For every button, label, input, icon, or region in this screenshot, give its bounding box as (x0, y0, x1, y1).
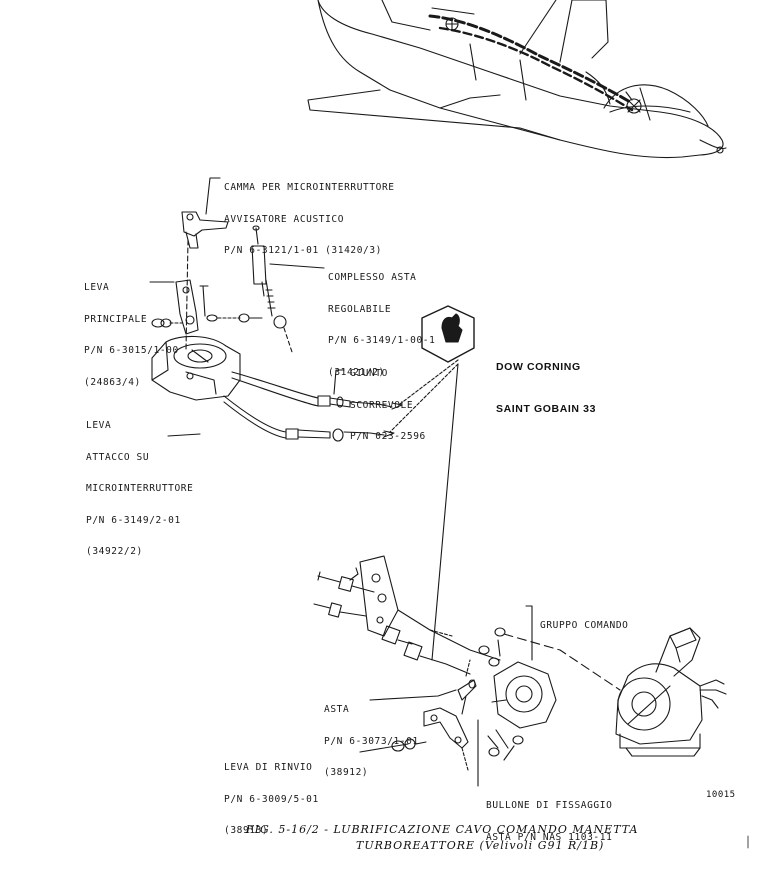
figure-caption-line1: FIG. 5-16/2 - LUBRIFICAZIONE CAVO COMAND… (246, 823, 639, 836)
label-line: BULLONE DI FISSAGGIO (486, 800, 613, 811)
label-complesso-asta: COMPLESSO ASTA REGOLABILE P/N 6-3149/1-0… (328, 252, 435, 389)
label-leva-attacco: LEVA ATTACCO SU MICROINTERRUTTORE P/N 6-… (86, 400, 193, 568)
label-line: (24863/4) (84, 376, 141, 388)
label-line: CAMMA PER MICROINTERRUTTORE (224, 182, 395, 193)
label-line: PRINCIPALE (84, 313, 148, 325)
label-line: (34922/2) (86, 546, 143, 557)
lubricant-hexagon (421, 305, 475, 661)
label-line: ATTACCO SU (86, 451, 150, 463)
label-leva-rinvio: LEVA DI RINVIO P/N 6-3009/5-01 (38913) (224, 742, 319, 847)
label-lubricant: DOW CORNING SAINT GOBAIN 33 (496, 332, 596, 430)
label-line: GIUNTO (350, 368, 388, 379)
lubricant-line: SAINT GOBAIN 33 (496, 403, 597, 415)
label-line: (31421/2) (328, 366, 385, 378)
label-line: LEVA (84, 282, 110, 293)
label-line: COMPLESSO ASTA (328, 272, 417, 283)
upper-linkage-assembly (149, 177, 459, 442)
aircraft-illustration (307, 0, 727, 159)
lower-linkage-assembly (313, 555, 727, 787)
label-line: LEVA (86, 420, 112, 431)
label-giunto-scorrevole: GIUNTO SCORREVOLE P/N 023-2596 (350, 348, 426, 453)
label-leva-principale: LEVA PRINCIPALE P/N 6-3015/1-00 (24863/4… (84, 262, 179, 399)
label-line: P/N 023-2596 (350, 431, 426, 442)
label-line: P/N 6-3149/1-00-1 (328, 335, 436, 346)
figure-caption-line2: TURBOREATTORE (Velivoli G91 R/1B) (356, 839, 605, 852)
label-line: (38913) (224, 825, 269, 836)
label-line: ASTA P/N NAS 1103-11 (486, 831, 613, 843)
label-gruppo-comando: GRUPPO COMANDO (540, 600, 628, 642)
label-bullone-fissaggio: BULLONE DI FISSAGGIO ASTA P/N NAS 1103-1… (486, 780, 612, 854)
label-line: LEVA DI RINVIO (224, 762, 313, 773)
label-line: P/N 6-3015/1-00 (84, 345, 179, 356)
label-line: GRUPPO COMANDO (540, 620, 629, 631)
label-line: P/N 6-3121/1-01 (31420/3) (224, 245, 382, 256)
label-camma-microinterruttore: CAMMA PER MICROINTERRUTTORE AVVISATORE A… (224, 162, 395, 267)
label-line: REGOLABILE (328, 303, 392, 315)
label-line: P/N 6-3073/1-01 (324, 735, 419, 747)
label-line: (38912) (324, 767, 369, 778)
label-line: P/N 6-3009/5-01 (224, 793, 319, 805)
label-line: SCORREVOLE (350, 399, 414, 411)
reference-number: 10015 (706, 790, 736, 800)
lubricant-line: DOW CORNING (496, 361, 581, 373)
label-line: ASTA (324, 704, 350, 715)
label-line: MICROINTERRUTTORE (86, 483, 194, 494)
label-line: AVVISATORE ACUSTICO (224, 213, 345, 225)
label-asta: ASTA P/N 6-3073/1-01 (38912) (324, 684, 419, 789)
label-line: P/N 6-3149/2-01 (86, 514, 181, 526)
